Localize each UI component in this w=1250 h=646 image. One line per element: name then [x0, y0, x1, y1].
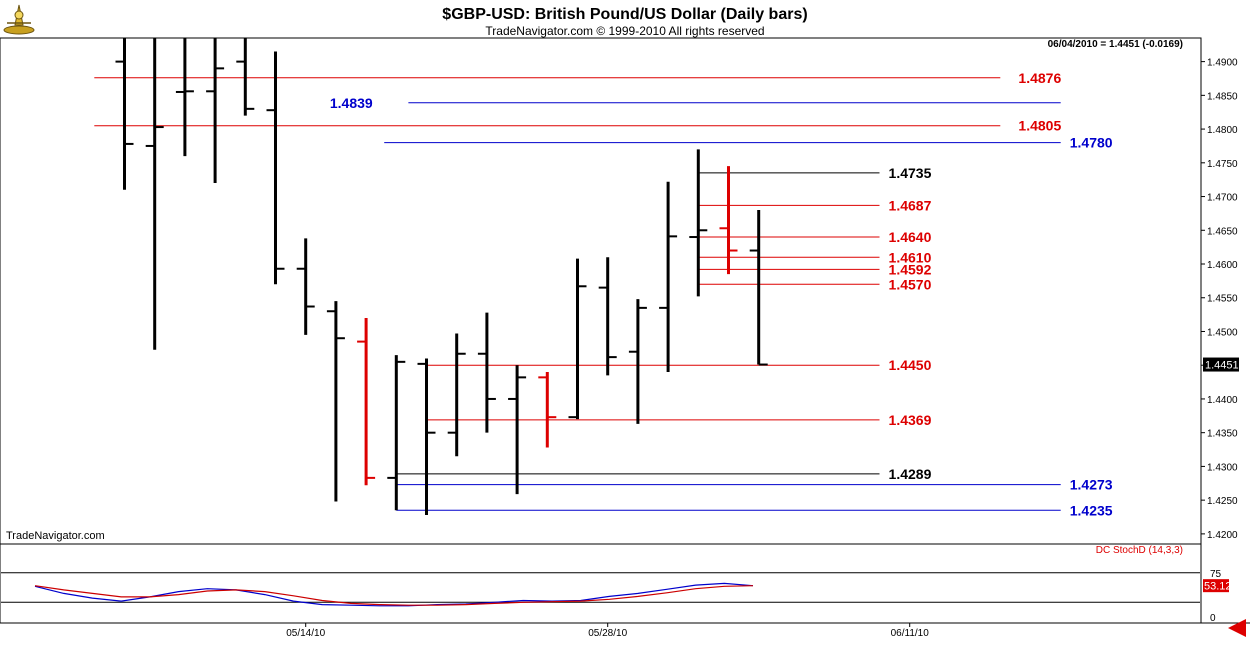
stochastic-indicator: 75 0 — [1, 569, 1222, 624]
ohlc-bar — [659, 181, 678, 372]
price-panel-frame — [0, 37, 1202, 545]
ohlc-bar — [236, 38, 255, 116]
y-tick-label: 1.4300 — [1207, 462, 1238, 473]
level-label: 1.4610 — [889, 249, 932, 265]
level-label: 1.4289 — [889, 466, 932, 482]
level-label: 1.4640 — [889, 229, 932, 245]
ohlc-bar — [477, 312, 496, 433]
trade-navigator-logo-icon — [2, 3, 36, 35]
ohlc-bar — [206, 38, 225, 184]
level-label: 1.4839 — [330, 95, 373, 111]
ohlc-bar — [145, 38, 164, 350]
y-tick-label: 1.4500 — [1207, 327, 1238, 338]
scroll-left-arrow-icon[interactable] — [1226, 615, 1248, 641]
y-tick-label: 1.4600 — [1207, 260, 1238, 271]
ohlc-bar — [538, 371, 557, 448]
level-label: 1.4450 — [889, 357, 932, 373]
indicator-tick-label: 75 — [1210, 569, 1222, 580]
y-tick-label: 1.4750 — [1207, 159, 1238, 170]
ohlc-bar — [357, 317, 376, 486]
level-label: 1.4273 — [1070, 477, 1113, 493]
y-tick-label: 1.4700 — [1207, 193, 1238, 204]
y-tick-label: 1.4900 — [1207, 58, 1238, 69]
stochastic-value-badge: 53.12 — [1203, 579, 1232, 593]
y-tick-label: 1.4350 — [1207, 429, 1238, 440]
x-tick-label: 05/28/10 — [588, 628, 627, 639]
last-price-label: 1.4451 — [1205, 360, 1239, 372]
y-tick-label: 1.4200 — [1207, 530, 1238, 541]
ohlc-bar — [447, 333, 466, 457]
ohlc-bar — [387, 355, 406, 511]
x-axis-ticks: 05/14/10 05/28/10 06/11/10 — [286, 623, 929, 639]
ohlc-bar — [175, 38, 194, 157]
level-label: 1.4592 — [889, 261, 932, 277]
level-label: 1.4687 — [889, 197, 932, 213]
y-tick-label: 1.4650 — [1207, 226, 1238, 237]
ohlc-bar — [628, 299, 647, 424]
level-label: 1.4235 — [1070, 502, 1113, 518]
level-label: 1.4735 — [889, 165, 932, 181]
x-tick-label: 05/14/10 — [286, 628, 325, 639]
ohlc-bar — [508, 365, 527, 495]
ohlc-bar — [266, 51, 285, 285]
watermark-text: TradeNavigator.com — [6, 530, 105, 542]
indicator-series-line — [34, 585, 754, 606]
ohlc-bar — [115, 38, 134, 190]
level-label: 1.4369 — [889, 412, 932, 428]
chart-title: $GBP-USD: British Pound/US Dollar (Daily… — [442, 6, 807, 23]
y-axis-ticks: 1.4900 1.4850 1.4800 1.4750 1.4700 1.4650 1.46… — [1201, 58, 1238, 541]
level-label: 1.4805 — [1018, 118, 1061, 134]
ohlc-bar — [417, 358, 436, 515]
indicator-tick-label: 0 — [1210, 613, 1216, 624]
y-tick-label: 1.4400 — [1207, 395, 1238, 406]
chart-subtitle: TradeNavigator.com © 1999-2010 All right… — [485, 24, 764, 38]
last-price-info: 06/04/2010 = 1.4451 (-0.0169) — [1048, 39, 1183, 50]
level-label: 1.4570 — [889, 276, 932, 292]
level-label: 1.4876 — [1018, 70, 1061, 86]
indicator-title: DC StochD (14,3,3) — [1096, 545, 1183, 556]
last-price-badge: 1.4451 — [1203, 357, 1239, 372]
indicator-panel-frame — [0, 543, 1202, 624]
y-tick-label: 1.4550 — [1207, 294, 1238, 305]
price-bars — [115, 38, 768, 515]
ohlc-bar — [296, 238, 315, 335]
ohlc-bar — [719, 166, 738, 275]
ohlc-bar — [326, 301, 345, 502]
y-tick-label: 1.4250 — [1207, 496, 1238, 507]
ohlc-bar — [689, 149, 708, 297]
stochastic-last-value: 53.12 — [1204, 581, 1232, 593]
ohlc-bar — [598, 257, 617, 376]
y-tick-label: 1.4800 — [1207, 125, 1238, 136]
level-label: 1.4780 — [1070, 135, 1113, 151]
ohlc-bar — [749, 210, 768, 366]
ohlc-bar — [568, 258, 587, 420]
x-tick-label: 06/11/10 — [891, 628, 930, 639]
y-tick-label: 1.4850 — [1207, 91, 1238, 102]
